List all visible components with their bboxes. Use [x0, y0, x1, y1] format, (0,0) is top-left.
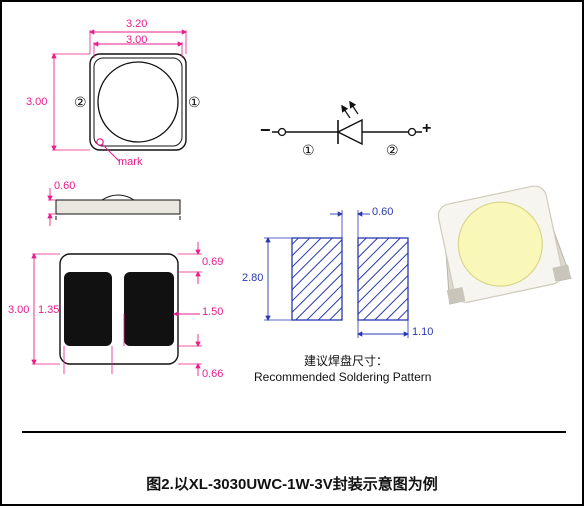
solder-pads — [264, 210, 408, 338]
dim-bot-clr-top: 0.69 — [202, 256, 223, 268]
dim-top-w-outer: 3.20 — [126, 18, 147, 30]
schematic-diode — [272, 102, 422, 144]
dim-pad-h: 2.80 — [242, 272, 263, 284]
mark-label: mark — [118, 156, 142, 168]
pin1-top: ① — [188, 94, 201, 111]
side-view — [48, 188, 180, 226]
schematic-pin2: ② — [386, 142, 399, 159]
dim-bot-padw-r: 1.50 — [202, 306, 223, 318]
pads-caption-cn: 建议焊盘尺寸： — [304, 352, 388, 369]
schematic-plus: + — [422, 120, 431, 138]
pin2-top: ② — [74, 94, 87, 111]
dim-side-h: 0.60 — [54, 180, 75, 192]
dim-top-h: 3.00 — [26, 96, 47, 108]
figure-caption: 图2.以XL-3030UWC-1W-3V封装示意图为例 — [2, 473, 582, 494]
schematic-minus: − — [260, 120, 271, 141]
dim-top-w-inner: 3.00 — [126, 34, 147, 46]
dim-bot-clr-bot: 0.66 — [202, 368, 223, 380]
dim-pad-gap: 0.60 — [372, 206, 393, 218]
dim-bot-h: 3.00 — [8, 304, 29, 316]
dim-pad-w: 1.10 — [412, 326, 433, 338]
schematic-pin1: ① — [302, 142, 315, 159]
top-view — [52, 30, 186, 162]
dim-bot-padw-l: 1.35 — [38, 304, 59, 316]
datasheet-drawing — [2, 2, 584, 508]
pads-caption-en: Recommended Soldering Pattern — [254, 370, 431, 384]
led-render — [429, 182, 571, 306]
